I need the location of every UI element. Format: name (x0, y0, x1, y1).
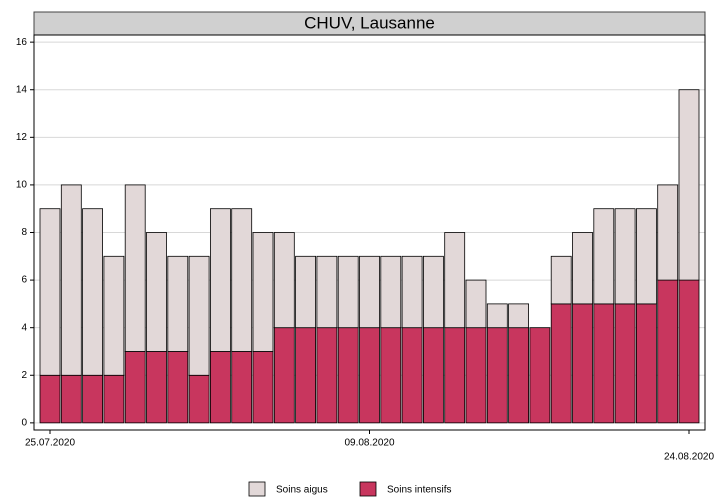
bar-segment (657, 279, 679, 424)
plot-area (34, 41, 705, 424)
y-tick-label: 8 (21, 227, 27, 238)
bar-segment (39, 374, 61, 424)
bar-segment (444, 232, 466, 329)
bar-segment (82, 208, 103, 376)
y-tick-label: 10 (16, 180, 28, 191)
y-tick-label: 2 (21, 370, 27, 381)
bar-segment (422, 327, 444, 424)
bar-segment (550, 303, 572, 424)
bar-segment (188, 374, 210, 424)
bar-segment (60, 184, 82, 376)
bar-segment (636, 208, 657, 305)
y-tick-label: 4 (21, 322, 27, 333)
bar-segment (273, 327, 295, 424)
y-tick-label: 6 (21, 275, 27, 286)
bar-segment (359, 327, 380, 424)
bar-segment (550, 255, 572, 305)
y-tick-label: 12 (16, 132, 28, 143)
bar-segment (486, 327, 508, 424)
legend-swatch (248, 481, 266, 497)
bar-segment (146, 351, 167, 424)
bar-segment (465, 327, 487, 424)
bar-segment (657, 184, 679, 281)
bar-segment (529, 327, 551, 424)
bar-segment (465, 279, 487, 329)
bar-segment (209, 208, 231, 352)
bar-segment (337, 255, 359, 329)
bar-segment (60, 374, 82, 424)
bar-segment (572, 232, 593, 305)
legend-label: Soins aigus (276, 485, 328, 496)
bar-segment (636, 303, 657, 424)
y-tick-label: 0 (21, 418, 27, 429)
x-tick-label: 25.07.2020 (25, 438, 75, 449)
y-tick-label: 16 (16, 37, 28, 48)
bar-segment (103, 374, 125, 424)
bar-segment (188, 255, 210, 376)
bar-segment (209, 351, 231, 424)
x-tick-label: 09.08.2020 (344, 438, 394, 449)
y-tick-label: 14 (16, 84, 28, 95)
bar-segment (678, 279, 700, 424)
bar-segment (678, 89, 700, 281)
bar-segment (614, 303, 636, 424)
bar-segment (593, 303, 615, 424)
bar-segment (167, 351, 189, 424)
bar-segment (444, 327, 466, 424)
bar-segment (380, 255, 402, 329)
bar-segment (295, 327, 317, 424)
bar-segment (231, 351, 253, 424)
bar-segment (252, 232, 274, 352)
bar-segment (252, 351, 274, 424)
bar-segment (614, 208, 636, 305)
bar-segment (103, 255, 125, 376)
bar-segment (167, 255, 189, 352)
bar-segment (572, 303, 593, 424)
bar-segment (124, 351, 146, 424)
bar-segment (508, 327, 530, 424)
bar-segment (295, 255, 317, 329)
bar-segment (401, 327, 423, 424)
x-tick-label: 24.08.2020 (664, 452, 714, 463)
bar-segment (231, 208, 253, 352)
bar-segment (82, 374, 103, 424)
bar-segment (508, 303, 530, 329)
bar-segment (486, 303, 508, 329)
bar-segment (337, 327, 359, 424)
bar-segment (316, 327, 338, 424)
bar-segment (273, 232, 295, 329)
bar-segment (359, 255, 380, 329)
chart-title: CHUV, Lausanne (304, 13, 435, 32)
legend-label: Soins intensifs (387, 485, 451, 496)
bar-segment (422, 255, 444, 329)
legend-swatch (359, 481, 377, 497)
bar-segment (593, 208, 615, 305)
bar-segment (39, 208, 61, 376)
bar-segment (146, 232, 167, 352)
bar-segment (380, 327, 402, 424)
bar-segment (124, 184, 146, 352)
bar-segment (316, 255, 338, 329)
bar-segment (401, 255, 423, 329)
